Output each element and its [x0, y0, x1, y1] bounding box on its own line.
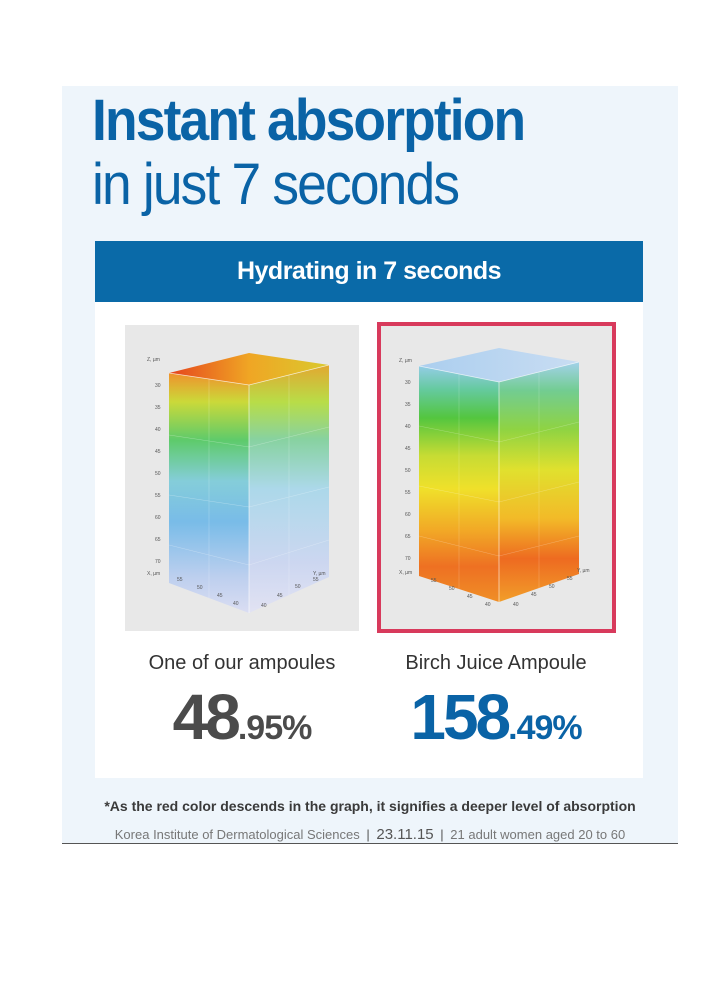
z-ticks-right: 30 35 40 45 50 55 60 65 70	[405, 380, 411, 562]
svg-text:45: 45	[467, 594, 473, 600]
svg-text:50: 50	[449, 586, 455, 592]
source-date: 23.11.15	[376, 826, 434, 843]
z-ticks-left: 30 35 40 45 50 55 60 65 70	[155, 383, 161, 565]
z-axis-label: Z, µm	[147, 357, 160, 363]
x-axis-label: X, µm	[147, 571, 160, 577]
svg-text:45: 45	[277, 593, 283, 599]
svg-text:35: 35	[155, 405, 161, 411]
y-axis-label-right: Y, µm	[577, 568, 590, 574]
svg-text:45: 45	[531, 592, 537, 598]
headline-line-2: in just 7 seconds	[92, 152, 460, 217]
svg-text:55: 55	[155, 493, 161, 499]
cube-3d-graphic-left: Z, µm 30 35 40 45 50 55 60 65 70 X, µm Y…	[147, 353, 330, 613]
z-axis-label-right: Z, µm	[399, 358, 412, 364]
source-line: Korea Institute of Dermatological Scienc…	[62, 826, 678, 843]
ampoule-hydration-value: 48.95%	[112, 680, 372, 760]
svg-text:45: 45	[155, 449, 161, 455]
bottom-divider	[62, 843, 678, 844]
ampoule-label: One of our ampoules	[148, 652, 336, 674]
y-ticks-left: 40 45 50 55	[261, 577, 319, 609]
birch-juice-hydration-value: 158.49%	[366, 680, 626, 760]
svg-text:40: 40	[513, 602, 519, 608]
birch-juice-label: Birch Juice Ampoule	[405, 652, 587, 674]
svg-text:60: 60	[155, 515, 161, 521]
svg-text:30: 30	[155, 383, 161, 389]
svg-text:50: 50	[295, 584, 301, 590]
ampoule-value-minor: .95%	[237, 709, 312, 747]
birch-juice-absorption-chart: Z, µm 30 35 40 45 50 55 60 65 70 X, µm Y…	[377, 322, 616, 633]
svg-text:55: 55	[405, 490, 411, 496]
svg-text:40: 40	[233, 601, 239, 607]
svg-text:30: 30	[405, 380, 411, 386]
svg-text:65: 65	[405, 534, 411, 540]
svg-text:65: 65	[155, 537, 161, 543]
svg-text:55: 55	[177, 577, 183, 583]
svg-text:70: 70	[405, 556, 411, 562]
svg-text:40: 40	[155, 427, 161, 433]
svg-text:40: 40	[485, 602, 491, 608]
footnote: *As the red color descends in the graph,…	[104, 798, 636, 814]
x-ticks-left: 55 50 45 40	[177, 577, 239, 607]
source-subjects: 21 adult women aged 20 to 60	[450, 827, 626, 842]
svg-text:50: 50	[405, 468, 411, 474]
svg-text:40: 40	[405, 424, 411, 430]
birch-juice-value-major: 158	[410, 681, 511, 753]
svg-text:50: 50	[549, 584, 555, 590]
svg-text:55: 55	[567, 576, 573, 582]
source-separator-1: |	[366, 827, 370, 842]
headline-line-1: Instant absorption	[92, 88, 526, 153]
banner-title: Hydrating in 7 seconds	[95, 241, 643, 302]
x-ticks-right: 55 50 45 40	[431, 578, 491, 608]
source-separator-2: |	[440, 827, 444, 842]
svg-text:35: 35	[405, 402, 411, 408]
y-axis-label: Y, µm	[313, 571, 326, 577]
y-ticks-right: 40 45 50 55	[513, 576, 573, 608]
x-axis-label-right: X, µm	[399, 570, 412, 576]
ampoule-value-major: 48	[172, 681, 241, 753]
svg-text:50: 50	[155, 471, 161, 477]
birch-juice-value-minor: .49%	[508, 709, 582, 747]
ampoule-absorption-chart: Z, µm 30 35 40 45 50 55 60 65 70 X, µm Y…	[125, 325, 359, 631]
svg-text:50: 50	[197, 585, 203, 591]
cube-3d-graphic-right: Z, µm 30 35 40 45 50 55 60 65 70 X, µm Y…	[399, 348, 590, 608]
svg-text:55: 55	[431, 578, 437, 584]
svg-text:45: 45	[217, 593, 223, 599]
svg-text:70: 70	[155, 559, 161, 565]
svg-text:40: 40	[261, 603, 267, 609]
svg-text:55: 55	[313, 577, 319, 583]
svg-text:45: 45	[405, 446, 411, 452]
source-institute: Korea Institute of Dermatological Scienc…	[114, 827, 360, 842]
svg-text:60: 60	[405, 512, 411, 518]
